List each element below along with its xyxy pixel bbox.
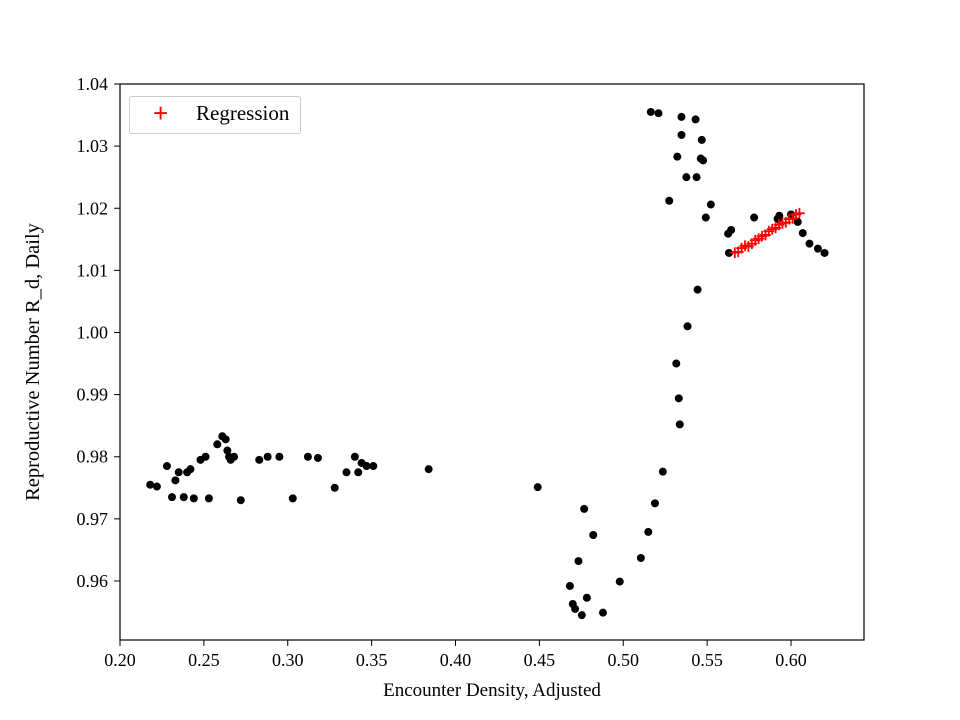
svg-text:0.97: 0.97 [77,509,109,529]
svg-text:0.25: 0.25 [188,650,220,670]
svg-text:0.50: 0.50 [608,650,640,670]
svg-text:1.02: 1.02 [77,198,109,218]
svg-text:1.01: 1.01 [77,260,109,280]
svg-text:0.99: 0.99 [77,385,109,405]
svg-text:0.35: 0.35 [356,650,388,670]
svg-text:0.40: 0.40 [440,650,472,670]
svg-text:0.20: 0.20 [104,650,136,670]
svg-text:0.98: 0.98 [77,447,109,467]
svg-text:1.00: 1.00 [77,322,109,342]
svg-text:0.55: 0.55 [691,650,723,670]
svg-text:0.30: 0.30 [272,650,304,670]
svg-text:1.04: 1.04 [77,74,109,94]
svg-text:1.03: 1.03 [77,136,109,156]
svg-text:0.96: 0.96 [77,571,109,591]
svg-text:0.45: 0.45 [524,650,556,670]
svg-text:0.60: 0.60 [775,650,807,670]
